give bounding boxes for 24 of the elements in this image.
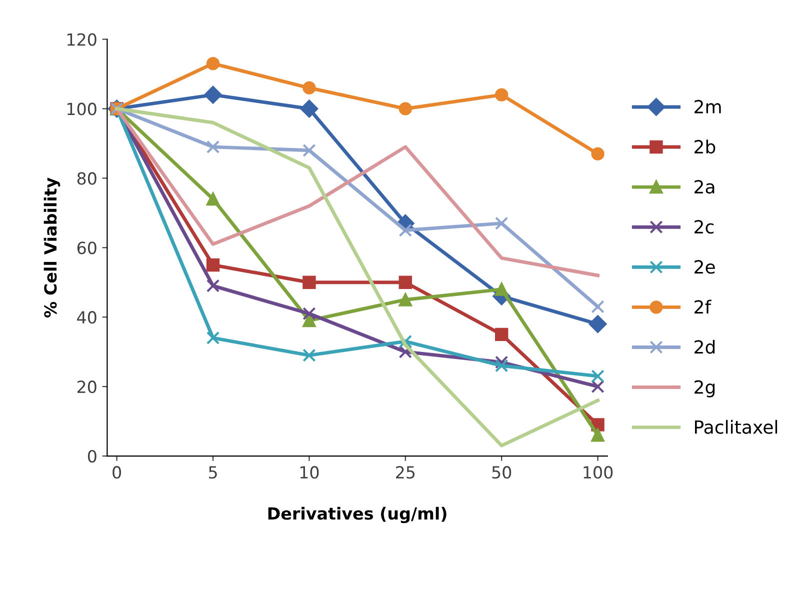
legend-label: 2d [694, 340, 715, 354]
legend-label: Paclitaxel [695, 420, 778, 434]
legend-label: 2f [694, 300, 712, 314]
y-axis-title: % Cell Viability [44, 178, 60, 318]
y-tick-label: 40 [77, 311, 96, 324]
x-tick-label: 0 [112, 466, 122, 479]
x-tick-label: 100 [584, 466, 613, 479]
legend-label: 2g [694, 380, 715, 398]
x-axis-title: Derivatives (ug/ml) [268, 506, 446, 524]
legend-label: 2b [694, 140, 716, 154]
y-tick-label: 60 [77, 242, 96, 254]
y-tick-label: 20 [77, 380, 96, 394]
y-tick-label: 0 [88, 450, 96, 463]
x-tick-label: 10 [300, 466, 319, 479]
x-tick-label: 25 [396, 466, 415, 479]
y-tick-label: 120 [67, 33, 96, 46]
legend-label: 2e [694, 260, 715, 274]
y-tick-label: 100 [67, 102, 96, 116]
y-tick-label: 80 [77, 172, 96, 185]
legend-label: 2a [694, 180, 714, 194]
x-tick-label: 5 [208, 466, 217, 479]
legend-label: 2c [694, 220, 714, 234]
legend-label: 2m [694, 100, 721, 114]
x-tick-label: 50 [492, 466, 512, 479]
